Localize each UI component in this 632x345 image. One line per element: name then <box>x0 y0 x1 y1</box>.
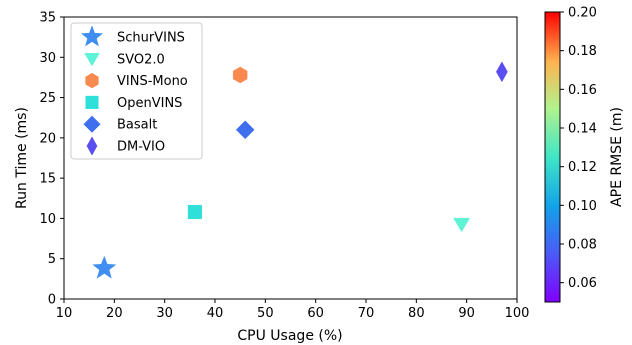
colorbar-tick-label: 0.10 <box>568 199 597 214</box>
legend-marker <box>85 72 99 89</box>
x-tick-label: 50 <box>257 306 274 321</box>
colorbar-tick-label: 0.08 <box>568 238 597 253</box>
x-tick-label: 40 <box>207 306 224 321</box>
colorbar-tick-label: 0.12 <box>568 160 597 175</box>
x-axis: 10 20 30 40 50 60 70 80 90 100 <box>56 299 530 321</box>
marker-basalt <box>235 120 255 140</box>
marker-vins-mono <box>232 66 248 84</box>
legend-marker <box>86 136 98 156</box>
x-tick-label: 20 <box>106 306 123 321</box>
colorbar-gradient <box>544 11 561 303</box>
marker-svo2-0 <box>453 217 471 233</box>
colorbar-tick-label: 0.14 <box>568 122 597 137</box>
x-axis-label: CPU Usage (%) <box>237 328 342 344</box>
y-tick-label: 5 <box>48 252 56 267</box>
x-tick-label: 30 <box>156 306 173 321</box>
x-tick-label: 60 <box>307 306 324 321</box>
legend-label: SchurVINS <box>117 31 185 46</box>
legend-marker <box>83 115 101 133</box>
y-tick-label: 0 <box>48 293 56 308</box>
x-tick-label: 10 <box>56 306 73 321</box>
plot-frame <box>63 16 518 300</box>
x-tick-label: 90 <box>458 306 475 321</box>
x-tick-label: 70 <box>358 306 375 321</box>
colorbar-tick-label: 0.16 <box>568 83 597 98</box>
y-axis-label: Run Time (ms) <box>14 107 30 209</box>
y-tick-label: 20 <box>39 131 56 146</box>
y-tick-label: 15 <box>39 172 56 187</box>
colorbar-tick-label: 0.06 <box>568 276 597 291</box>
colorbar-tick-label: 0.18 <box>568 44 597 59</box>
marker-schurvins <box>92 255 117 279</box>
y-tick-label: 10 <box>39 212 56 227</box>
legend-marker <box>80 25 104 47</box>
y-tick-label: 25 <box>39 91 56 106</box>
colorbar-ticks: 0.06 0.08 0.10 0.12 0.14 0.16 0.18 0.20 <box>560 6 597 291</box>
legend-label: Basalt <box>117 118 157 133</box>
legend-label: VINS-Mono <box>117 74 188 89</box>
marker-dm-vio <box>496 61 508 83</box>
y-tick-label: 30 <box>39 51 56 66</box>
plot-area: 10 20 30 40 50 60 70 80 90 100 0 5 10 15 20 25 30 35 <box>39 11 529 322</box>
colorbar-label: APE RMSE (m) <box>609 107 625 207</box>
legend-marker <box>85 95 99 109</box>
colorbar: 0.06 0.08 0.10 0.12 0.14 0.16 0.18 0.20 APE RMS… <box>544 6 625 303</box>
y-axis: 0 5 10 15 20 25 30 35 <box>39 11 64 308</box>
legend-label: DM-VIO <box>117 140 165 155</box>
legend-marker <box>84 53 100 67</box>
data-markers <box>92 61 508 279</box>
legend: SchurVINS SVO2.0 VINS-Mono OpenVINS Basalt DM… <box>70 22 203 160</box>
x-tick-label: 80 <box>408 306 425 321</box>
legend-label: OpenVINS <box>117 96 182 111</box>
x-tick-label: 100 <box>505 306 530 321</box>
marker-openvins <box>187 204 202 220</box>
legend-label: SVO2.0 <box>117 52 165 67</box>
y-tick-label: 35 <box>39 11 56 26</box>
colorbar-tick-label: 0.20 <box>568 6 597 21</box>
legend-frame <box>70 22 203 160</box>
